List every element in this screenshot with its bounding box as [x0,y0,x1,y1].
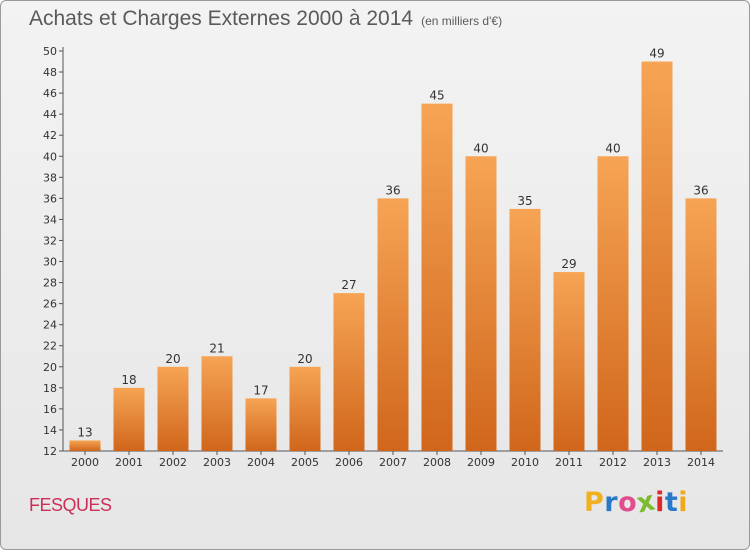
bar-2005 [289,366,321,451]
value-label-2008: 45 [429,89,444,103]
y-tick-label: 46 [43,87,57,100]
value-label-2004: 17 [253,383,268,397]
x-tick-label-2011: 2011 [555,456,583,469]
value-label-2001: 18 [121,373,136,387]
value-label-2012: 40 [605,141,620,155]
bar-2004 [245,398,277,451]
y-tick-label: 12 [43,445,57,458]
x-tick-label-2012: 2012 [599,456,627,469]
y-tick-label: 34 [43,213,57,226]
bar-2001 [113,387,145,451]
x-tick-label-2000: 2000 [71,456,99,469]
value-label-2002: 20 [165,352,180,366]
bars [69,61,717,452]
logo-letter: i [655,487,665,518]
y-tick-label: 26 [43,298,57,311]
value-label-2013: 49 [649,47,664,61]
value-label-2006: 27 [341,278,356,292]
y-tick-label: 50 [43,45,57,58]
data-labels: 13 18 20 21 17 20 27 36 45 40 35 29 40 49 36 [77,47,708,440]
x-tick-label-2007: 2007 [379,456,407,469]
bar-2013 [641,61,673,452]
proxiti-logo[interactable]: Proxiti [584,485,689,519]
y-tick-label: 18 [43,382,57,395]
bar-2000 [69,440,101,451]
y-tick-label: 42 [43,129,57,142]
bar-2008 [421,103,453,451]
bar-2010 [509,208,541,451]
y-tick-label: 44 [43,108,57,121]
y-tick-label: 22 [43,340,57,353]
y-tick-label: 16 [43,403,57,416]
x-tick-label-2010: 2010 [511,456,539,469]
y-tick-label: 20 [43,361,57,374]
x-tick-label-2014: 2014 [687,456,715,469]
chart-title-text: Achats et Charges Externes 2000 à 2014 [29,7,414,30]
y-tick-label: 14 [43,424,57,437]
bar-2012 [597,156,629,451]
logo-letter: r [604,487,619,518]
value-label-2009: 40 [473,141,488,155]
x-tick-label-2005: 2005 [291,456,319,469]
value-label-2011: 29 [561,257,576,271]
x-tick-label-2003: 2003 [203,456,231,469]
bar-2011 [553,272,585,451]
y-tick-label: 32 [43,234,57,247]
value-label-2014: 36 [693,183,708,197]
value-label-2010: 35 [517,194,532,208]
place-name: FESQUES [29,495,112,515]
y-tick-label: 40 [43,150,57,163]
chart-title: Achats et Charges Externes 2000 à 2014 (e… [29,7,502,31]
y-tick-label: 48 [43,66,57,79]
bar-2007 [377,198,409,451]
x-tick-label-2004: 2004 [247,456,275,469]
y-tick-label: 36 [43,192,57,205]
logo-letter: o [618,487,638,518]
bar-2003 [201,356,233,451]
value-label-2003: 21 [209,341,224,355]
x-tick-label-2006: 2006 [335,456,363,469]
x-tick-label-2001: 2001 [115,456,143,469]
logo-letter: t [664,487,679,518]
value-label-2000: 13 [77,425,92,439]
logo-letter: P [584,487,605,518]
x-tick-label-2008: 2008 [423,456,451,469]
bar-2009 [465,156,497,451]
value-label-2005: 20 [297,352,312,366]
bar-2006 [333,293,365,451]
chart-unit: (en milliers d'€) [421,14,503,28]
logo-letter: i [678,487,689,518]
y-tick-label: 30 [43,256,57,269]
x-tick-label-2009: 2009 [467,456,495,469]
value-label-2007: 36 [385,183,400,197]
bar-2002 [157,366,189,451]
bar-2014 [685,198,717,451]
x-tick-label-2013: 2013 [643,456,671,469]
y-tick-label: 38 [43,171,57,184]
y-tick-label: 28 [43,277,57,290]
y-tick-label: 24 [43,319,57,332]
x-tick-label-2002: 2002 [159,456,187,469]
